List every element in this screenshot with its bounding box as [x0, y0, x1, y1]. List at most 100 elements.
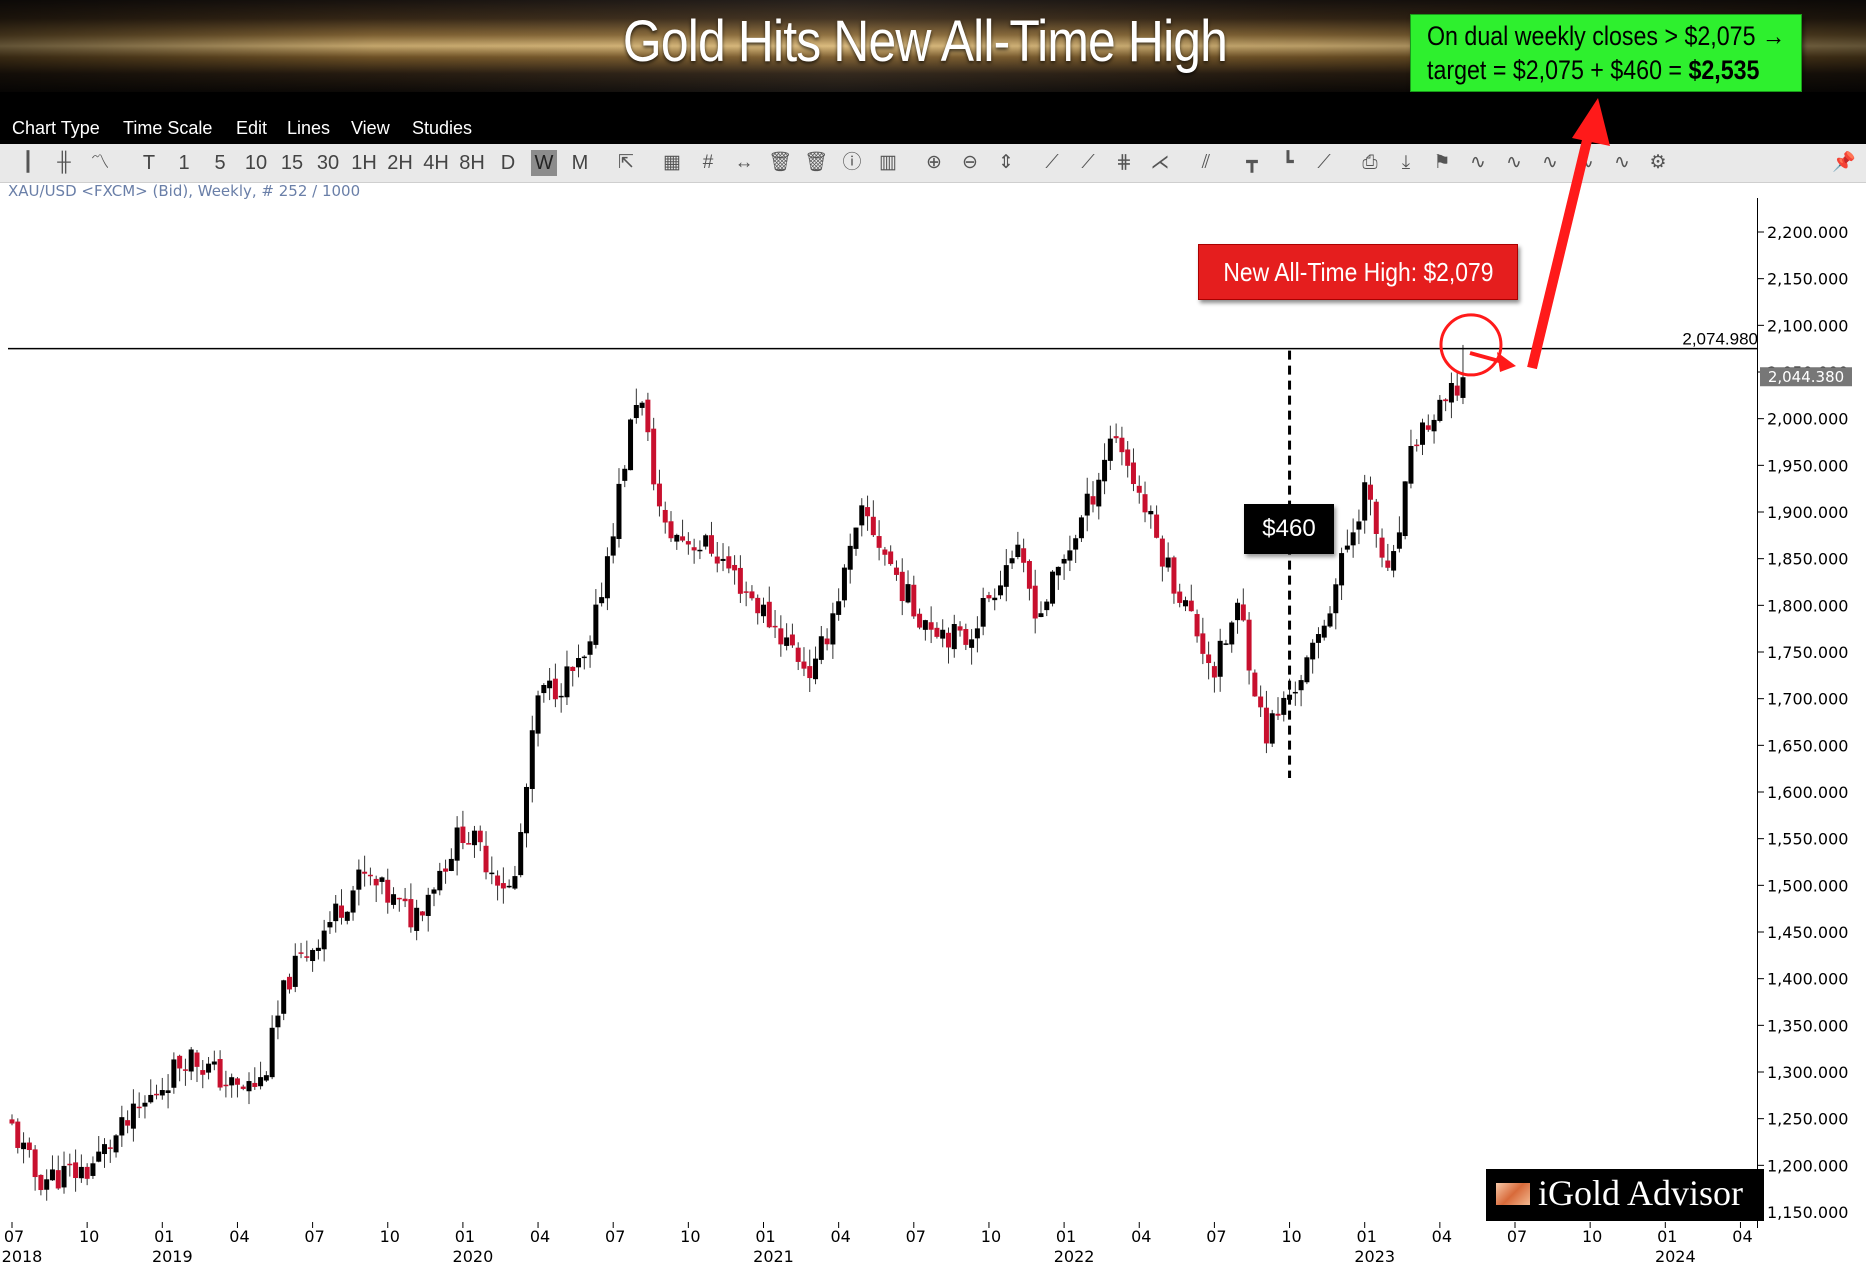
- calendar-icon[interactable]: ▦: [663, 152, 681, 173]
- bar-chart-icon[interactable]: ┃: [22, 152, 34, 173]
- y-tick-label: 2,000.000: [1767, 410, 1848, 429]
- candle-body: [223, 1084, 229, 1087]
- channel-icon[interactable]: ⫽: [1201, 152, 1211, 173]
- print-icon[interactable]: ⎙: [1362, 152, 1378, 173]
- chart-toolbar: ┃ ╫ 〽 T 1 5 10 15 30 1H 2H 4H 8H D W M ⇱…: [0, 144, 1866, 183]
- candle-body: [1252, 672, 1258, 697]
- fibonacci-icon[interactable]: ⋕: [1116, 152, 1132, 173]
- candle-body: [836, 601, 842, 615]
- menu-edit[interactable]: Edit: [236, 118, 268, 138]
- menu-lines[interactable]: Lines: [287, 118, 331, 138]
- candle-body: [859, 505, 865, 526]
- pointer-icon[interactable]: ⇱: [618, 152, 634, 173]
- hline-icon[interactable]: ┳: [1246, 152, 1258, 173]
- timeframe-2h[interactable]: 2H: [387, 152, 413, 174]
- fit-width-icon[interactable]: ↔: [734, 152, 754, 173]
- zoom-in-icon[interactable]: ⊕: [926, 152, 942, 173]
- study-d-icon[interactable]: ∿: [1614, 152, 1630, 173]
- candle-body: [1246, 619, 1252, 671]
- y-tick-label: 1,450.000: [1767, 923, 1848, 942]
- timeframe-15[interactable]: 15: [280, 152, 304, 174]
- study-icon[interactable]: ∿: [1470, 152, 1486, 173]
- study-b-icon[interactable]: ∿: [1542, 152, 1558, 173]
- menu-studies[interactable]: Studies: [412, 118, 473, 138]
- trendline-icon[interactable]: ⟋: [1045, 152, 1059, 173]
- y-tick-label: 1,600.000: [1767, 783, 1848, 802]
- y-tick-label: 1,200.000: [1767, 1156, 1848, 1175]
- candle-body: [211, 1061, 217, 1065]
- volume-icon[interactable]: ▥: [879, 152, 897, 173]
- candle-body: [188, 1049, 194, 1072]
- target-arrow: [1527, 126, 1595, 370]
- ruler-icon[interactable]: ⟋: [1317, 152, 1331, 173]
- candle-body: [1009, 558, 1015, 564]
- candle-body: [1096, 479, 1102, 507]
- candle-body: [564, 666, 570, 698]
- zoom-out-icon[interactable]: ⊖: [962, 152, 978, 173]
- timeframe-8h[interactable]: 8H: [459, 152, 485, 174]
- x-tick-month: 01: [1357, 1227, 1377, 1246]
- candle-body: [483, 845, 489, 873]
- candle-body: [281, 980, 287, 1014]
- candle-body: [113, 1135, 119, 1153]
- candle-body: [518, 832, 524, 876]
- ath-circle: [1439, 313, 1503, 377]
- line-chart-icon[interactable]: 〽: [90, 152, 110, 173]
- candle-body: [865, 507, 871, 517]
- ohlc-chart-icon[interactable]: ╫: [57, 152, 71, 173]
- box-icon[interactable]: ┗: [1282, 152, 1294, 173]
- timeframe-4h[interactable]: 4H: [423, 152, 449, 174]
- candle-body: [61, 1165, 67, 1188]
- timeframe-t[interactable]: T: [142, 152, 156, 174]
- delete-all-icon[interactable]: 🗑: [804, 152, 829, 173]
- menu-view[interactable]: View: [351, 118, 390, 138]
- timeframe-30[interactable]: 30: [316, 152, 340, 174]
- timeframe-d[interactable]: D: [500, 152, 516, 174]
- x-tick-month: 07: [1507, 1227, 1527, 1246]
- delete-icon[interactable]: 🗑: [768, 152, 793, 173]
- candle-body: [38, 1174, 44, 1191]
- y-tick-label: 1,300.000: [1767, 1063, 1848, 1082]
- x-tick-year: 2024: [1655, 1247, 1696, 1266]
- x-tick-month: 07: [1206, 1227, 1226, 1246]
- info-icon[interactable]: ⓘ: [842, 152, 862, 173]
- menu-time-scale[interactable]: Time Scale: [123, 118, 213, 138]
- candle-body: [367, 874, 373, 877]
- timeframe-1h[interactable]: 1H: [351, 152, 377, 174]
- candle-body: [1159, 538, 1165, 567]
- target-formula: target = $2,075 + $460 =: [1427, 55, 1689, 85]
- candle-body: [674, 534, 680, 542]
- candle-body: [194, 1052, 200, 1067]
- candle-body: [639, 402, 645, 408]
- logo-text: iGold Advisor: [1538, 1173, 1744, 1213]
- candle-body: [662, 509, 668, 523]
- grid-icon[interactable]: #: [702, 152, 714, 173]
- candle-body: [512, 876, 518, 889]
- settings-icon[interactable]: ⚙: [1649, 152, 1667, 173]
- fit-height-icon[interactable]: ⇕: [998, 152, 1014, 173]
- timeframe-1[interactable]: 1: [178, 152, 190, 174]
- timeframe-10[interactable]: 10: [244, 152, 268, 174]
- study-a-icon[interactable]: ∿: [1506, 152, 1522, 173]
- menu-chart-type[interactable]: Chart Type: [12, 118, 100, 138]
- candle-body: [200, 1070, 206, 1075]
- download-icon[interactable]: ⤓: [1401, 152, 1411, 173]
- x-tick-month: 10: [79, 1227, 99, 1246]
- timeframe-5[interactable]: 5: [214, 152, 226, 174]
- pin-icon[interactable]: 📌: [1832, 152, 1856, 173]
- timeframe-w[interactable]: W: [531, 150, 557, 176]
- candle-body: [275, 1015, 281, 1028]
- timeframe-m[interactable]: M: [571, 152, 589, 174]
- buy-marker-icon[interactable]: ⚑: [1433, 152, 1451, 173]
- candle-body: [1269, 713, 1275, 744]
- fan-icon[interactable]: ⋌: [1150, 152, 1170, 173]
- candle-body: [876, 536, 882, 548]
- candle-body: [1333, 584, 1339, 614]
- candle-body: [489, 872, 495, 875]
- ray-icon[interactable]: ⟋: [1081, 152, 1095, 173]
- y-tick-label: 1,500.000: [1767, 876, 1848, 895]
- candle-body: [940, 629, 946, 639]
- logo-mark: [1496, 1183, 1530, 1205]
- candle-body: [310, 949, 316, 962]
